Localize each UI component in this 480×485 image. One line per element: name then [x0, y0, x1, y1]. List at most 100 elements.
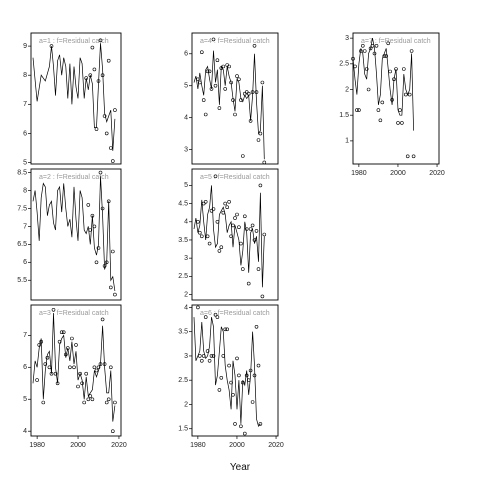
- data-point: [243, 431, 247, 436]
- panel-frame: [352, 32, 440, 165]
- data-point: [94, 368, 99, 373]
- data-point: [207, 69, 212, 74]
- x-tick-label: 1980: [190, 442, 206, 449]
- data-point: [100, 73, 105, 77]
- data-point: [92, 365, 97, 370]
- data-point: [37, 343, 42, 347]
- data-point: [35, 378, 39, 382]
- data-point: [250, 90, 255, 94]
- data-point: [47, 365, 52, 370]
- data-point: [235, 212, 239, 217]
- data-point: [217, 249, 222, 253]
- y-tick-label: 6: [184, 51, 188, 58]
- data-point: [90, 213, 95, 218]
- y-tick-label: 6: [23, 364, 27, 371]
- y-tick-label: 1.5: [339, 112, 349, 119]
- data-point: [227, 363, 231, 368]
- y-tick-label: 8.5: [17, 169, 27, 176]
- data-point: [233, 422, 237, 426]
- data-point: [244, 373, 249, 378]
- data-point: [231, 98, 235, 102]
- data-point: [219, 375, 224, 380]
- data-point: [211, 37, 216, 42]
- data-point: [113, 108, 117, 112]
- data-point: [78, 371, 82, 376]
- data-point: [102, 264, 107, 268]
- panel-label: a=2 : f=Residual catch: [39, 174, 109, 181]
- data-point: [96, 365, 101, 370]
- data-point: [39, 339, 44, 344]
- data-point: [231, 392, 235, 397]
- data-point: [221, 210, 226, 215]
- data-point: [109, 285, 113, 290]
- y-tick-label: 4: [184, 219, 188, 226]
- data-point: [205, 69, 210, 74]
- data-point: [43, 362, 48, 366]
- data-point: [57, 339, 62, 344]
- panel-frame: [191, 32, 279, 165]
- data-point: [244, 90, 249, 94]
- data-point: [239, 424, 243, 429]
- x-tick-label: 2020: [429, 170, 445, 177]
- data-point: [209, 87, 214, 91]
- data-point: [98, 38, 103, 43]
- data-point: [217, 106, 222, 110]
- data-point: [205, 349, 210, 353]
- data-point: [364, 67, 369, 71]
- panel-2: 5.5 6 6.5 7 7.5 8 8.5 a=2 : f=Residual catch: [17, 168, 122, 301]
- data-point: [244, 227, 249, 231]
- panel-3: 4 5 6 7 1980 2000 2020 a=3 : f=Residual catch: [23, 304, 127, 449]
- y-tick-label: 5: [23, 396, 27, 403]
- data-point: [392, 77, 396, 81]
- data-point: [360, 43, 365, 48]
- data-point: [76, 384, 80, 389]
- data-point: [239, 98, 243, 102]
- data-point: [55, 381, 60, 386]
- data-point: [235, 356, 239, 361]
- data-point: [258, 422, 263, 426]
- data-point: [223, 327, 227, 332]
- data-point: [104, 131, 109, 136]
- data-point: [233, 216, 237, 220]
- y-tick-label: 3.5: [178, 237, 188, 244]
- data-point: [388, 69, 392, 74]
- data-point: [256, 363, 261, 368]
- data-point: [409, 49, 414, 53]
- data-point: [246, 378, 251, 383]
- data-point: [229, 234, 233, 239]
- data-point: [358, 49, 363, 53]
- data-point: [213, 83, 218, 88]
- data-point: [248, 119, 253, 123]
- panel-frame: [191, 168, 279, 301]
- panel-6: 1.5 2 2.5 3 3.5 4 1980 2000 2020 a=6 : f=Residual…: [178, 304, 284, 449]
- data-point: [68, 365, 72, 370]
- data-point: [223, 87, 227, 91]
- y-tick-label: 5: [184, 182, 188, 189]
- y-tick-label: 8: [23, 72, 27, 79]
- data-point: [221, 64, 226, 69]
- data-point: [94, 127, 99, 131]
- data-point: [262, 160, 267, 165]
- y-tick-label: 3.5: [178, 329, 188, 336]
- data-point: [401, 67, 406, 71]
- data-point: [248, 368, 253, 373]
- data-point: [90, 397, 95, 402]
- data-point: [357, 108, 361, 112]
- data-point: [405, 154, 410, 159]
- data-point: [219, 245, 224, 249]
- data-point: [59, 330, 64, 335]
- data-point: [223, 201, 227, 206]
- data-point: [53, 371, 58, 376]
- data-point: [88, 228, 93, 232]
- data-point: [98, 362, 103, 366]
- y-tick-label: 1.5: [178, 426, 188, 433]
- series-line: [32, 43, 116, 151]
- data-point: [368, 46, 373, 51]
- data-point: [106, 397, 111, 402]
- data-point: [237, 225, 241, 229]
- data-point: [111, 159, 115, 163]
- data-point: [215, 315, 220, 319]
- data-point: [384, 54, 389, 58]
- data-point: [100, 317, 105, 322]
